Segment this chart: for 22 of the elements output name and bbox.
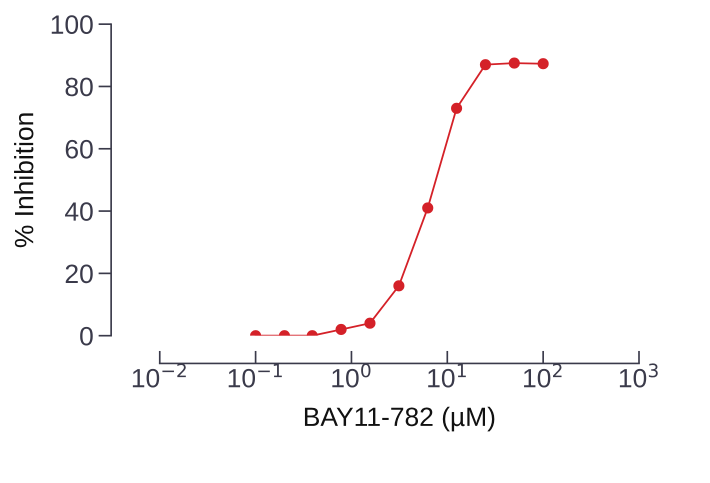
x-tick-label: 10$^{3}$: [620, 363, 658, 388]
point: [422, 202, 434, 214]
y-tick-label: 60: [66, 140, 93, 159]
point: [538, 58, 549, 70]
point: [480, 59, 491, 70]
point: [393, 280, 404, 292]
x-tick-label: 10$^{1}$: [428, 364, 466, 388]
x-tick-label: 10$^{−2}$: [132, 363, 186, 388]
y-tick-label: 20: [66, 264, 93, 284]
y-tick-label: 40: [65, 202, 93, 221]
x-axis-title: BAY11-782 (µM): [304, 406, 494, 432]
point: [451, 102, 462, 114]
x-tick-label: 10$^{2}$: [524, 363, 562, 388]
x-tick-label: 10$^{0}$: [332, 363, 370, 388]
x-tick-label: 10$^{−1}$: [228, 364, 282, 388]
y-tick-label: 100: [52, 15, 93, 34]
y-tick-label: 0: [80, 326, 93, 346]
y-axis-title: % Inhibition: [14, 113, 34, 248]
point: [336, 324, 347, 336]
point: [364, 318, 376, 329]
point: [508, 58, 520, 69]
y-tick-label: 80: [66, 78, 93, 96]
